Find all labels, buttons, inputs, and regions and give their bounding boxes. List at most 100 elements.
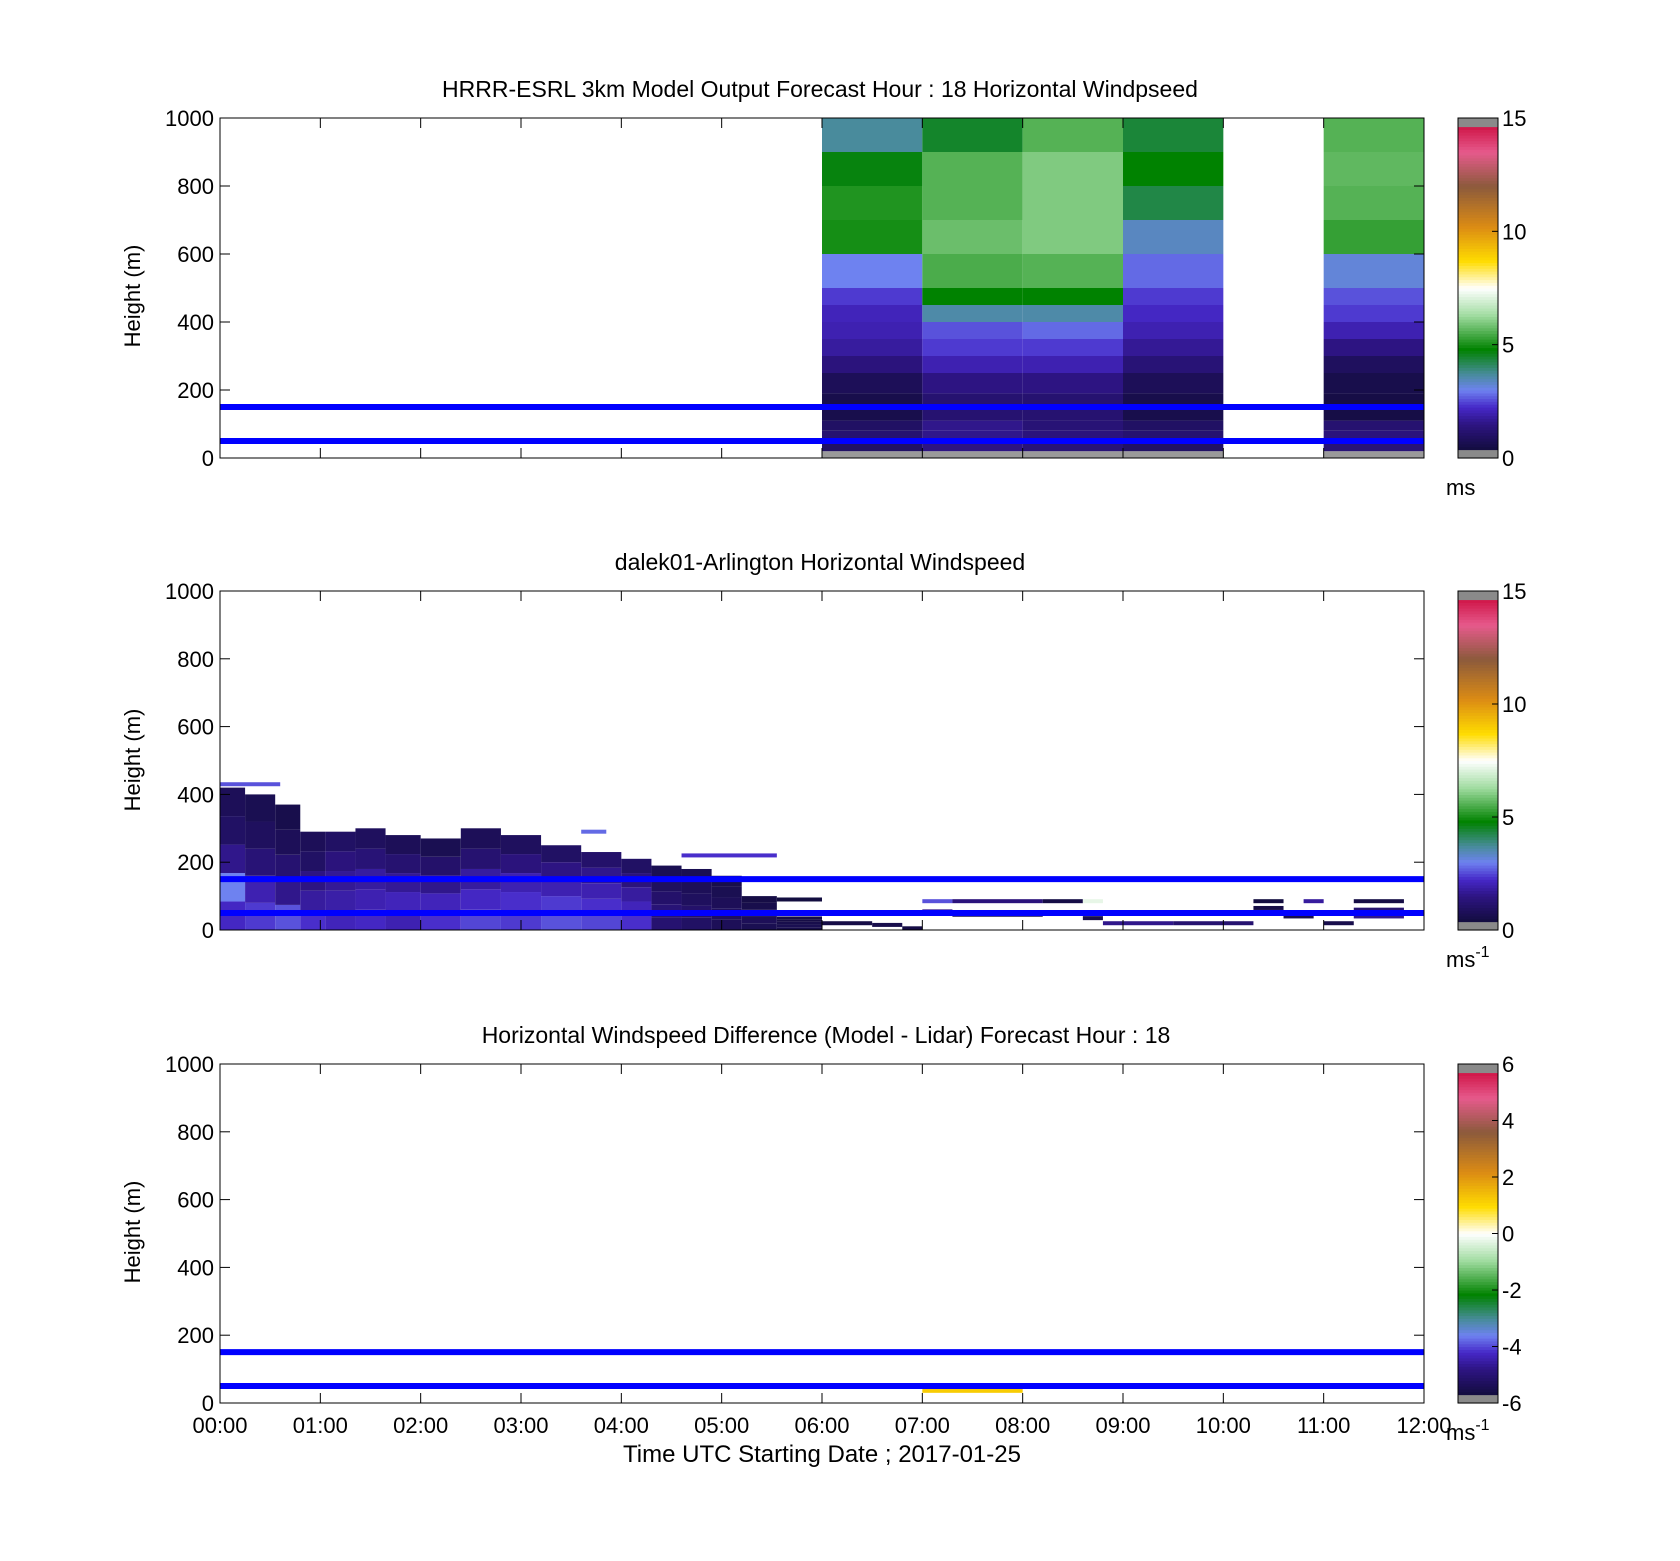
colorbar-segment	[1458, 353, 1498, 357]
colorbar-segment	[1458, 1177, 1498, 1181]
colorbar-segment	[1458, 853, 1498, 858]
heatmap-cell	[385, 835, 421, 855]
heatmap-cells	[922, 1387, 1023, 1393]
colorbar-segment	[1458, 1151, 1498, 1155]
colorbar-segment	[1458, 672, 1498, 677]
colorbar-segment	[1458, 692, 1498, 697]
colorbar-segment	[1458, 358, 1498, 363]
heatmap-cell	[822, 441, 923, 452]
y-tick-label: 800	[177, 174, 214, 199]
colorbar-tick-label: -4	[1502, 1335, 1522, 1360]
colorbar-segment	[1458, 794, 1498, 798]
heatmap-cell	[922, 118, 1023, 152]
colorbar-segment	[1458, 392, 1498, 397]
colorbar-segment	[1458, 896, 1498, 900]
colorbar-segment	[1458, 126, 1498, 130]
heatmap-cell	[621, 858, 652, 874]
x-tick-label: 09:00	[1095, 1413, 1150, 1438]
colorbar-segment	[1458, 698, 1498, 702]
heatmap-cell	[651, 891, 682, 905]
heatmap-cell	[1022, 288, 1123, 305]
heatmap-cell	[1323, 430, 1424, 441]
heatmap-cell	[1123, 220, 1224, 254]
colorbar-segment	[1458, 1168, 1498, 1172]
heatmap-cell	[1253, 905, 1284, 910]
colorbar-segment	[1458, 1165, 1498, 1170]
colorbar-segment	[1458, 1179, 1498, 1184]
colorbar-segment	[1458, 350, 1498, 354]
colorbar-segment	[1458, 446, 1498, 451]
colorbar-segment	[1458, 712, 1498, 716]
y-tick-label: 600	[177, 1188, 214, 1213]
heatmap-cell	[1323, 420, 1424, 431]
colorbar-segment	[1458, 1199, 1498, 1204]
colorbar-segment	[1458, 848, 1498, 852]
heatmap-cell	[1022, 254, 1123, 288]
colorbar-segment	[1458, 1369, 1498, 1373]
x-tick-label: 11:00	[1297, 1413, 1350, 1438]
colorbar-segment	[1458, 1312, 1498, 1317]
colorbar-segment	[1458, 850, 1498, 855]
colorbar-segment	[1458, 1185, 1498, 1189]
colorbar-segment	[1458, 245, 1498, 249]
colorbar-segment	[1458, 438, 1498, 442]
heatmap-cell	[1323, 322, 1424, 339]
colorbar-segment	[1458, 1188, 1498, 1192]
heatmap-cell	[822, 305, 923, 322]
colorbar-segment	[1458, 268, 1498, 272]
y-tick-label: 0	[202, 918, 214, 943]
colorbar-segment	[1458, 1131, 1498, 1136]
colorbar-segment	[1458, 412, 1498, 417]
colorbar-segment	[1458, 726, 1498, 731]
colorbar-segment	[1458, 1143, 1498, 1147]
colorbar-segment	[1458, 1148, 1498, 1153]
colorbar-segment	[1458, 1086, 1498, 1091]
colorbar-segment	[1458, 203, 1498, 207]
colorbar-segment	[1458, 324, 1498, 329]
colorbar-tick-label: 15	[1502, 579, 1526, 604]
colorbar-segment	[1458, 591, 1498, 595]
heatmap-cell	[1022, 430, 1123, 441]
heatmap-cell	[822, 118, 923, 152]
colorbar-segment	[1458, 166, 1498, 170]
colorbar-segment	[1458, 802, 1498, 807]
colorbar-segment	[1458, 225, 1498, 230]
heatmap-cell	[1042, 899, 1083, 904]
colorbar-segment	[1458, 1244, 1498, 1249]
colorbar-segment	[1458, 401, 1498, 405]
colorbar-segment	[1458, 729, 1498, 733]
colorbar-segment	[1458, 407, 1498, 411]
heatmap-cell	[681, 893, 712, 906]
colorbar-segment	[1458, 1202, 1498, 1206]
heatmap-cell	[1022, 220, 1123, 254]
colorbar-segment	[1458, 647, 1498, 651]
colorbar-segment	[1458, 254, 1498, 258]
colorbar-segment	[1458, 1145, 1498, 1150]
heatmap-cell	[1022, 305, 1123, 322]
heatmap-cell	[1022, 451, 1123, 458]
colorbar-segment	[1458, 441, 1498, 445]
colorbar-segment	[1458, 1346, 1498, 1350]
heatmap-cell	[460, 848, 501, 869]
heatmap-cell	[420, 838, 461, 857]
heatmap-cell	[822, 152, 923, 186]
colorbar-segment	[1458, 327, 1498, 332]
colorbar-segment	[1458, 1321, 1498, 1325]
colorbar-tick-label: 2	[1502, 1165, 1514, 1190]
colorbar-segment	[1458, 214, 1498, 218]
x-tick-label: 05:00	[694, 1413, 749, 1438]
colorbar-segment	[1458, 344, 1498, 349]
colorbar-segment	[1458, 1126, 1498, 1130]
colorbar-segment	[1458, 299, 1498, 303]
colorbar-segment	[1458, 302, 1498, 306]
heatmap-cell	[1323, 339, 1424, 356]
colorbar-segment	[1458, 180, 1498, 184]
colorbar-segment	[1458, 876, 1498, 880]
colorbar-tick-label: 5	[1502, 333, 1514, 358]
colorbar-segment	[1458, 893, 1498, 897]
heatmap-cell	[922, 430, 1023, 441]
colorbar-segment	[1458, 313, 1498, 317]
colorbar-segment	[1458, 862, 1498, 866]
colorbar-tick-label: 4	[1502, 1109, 1514, 1134]
